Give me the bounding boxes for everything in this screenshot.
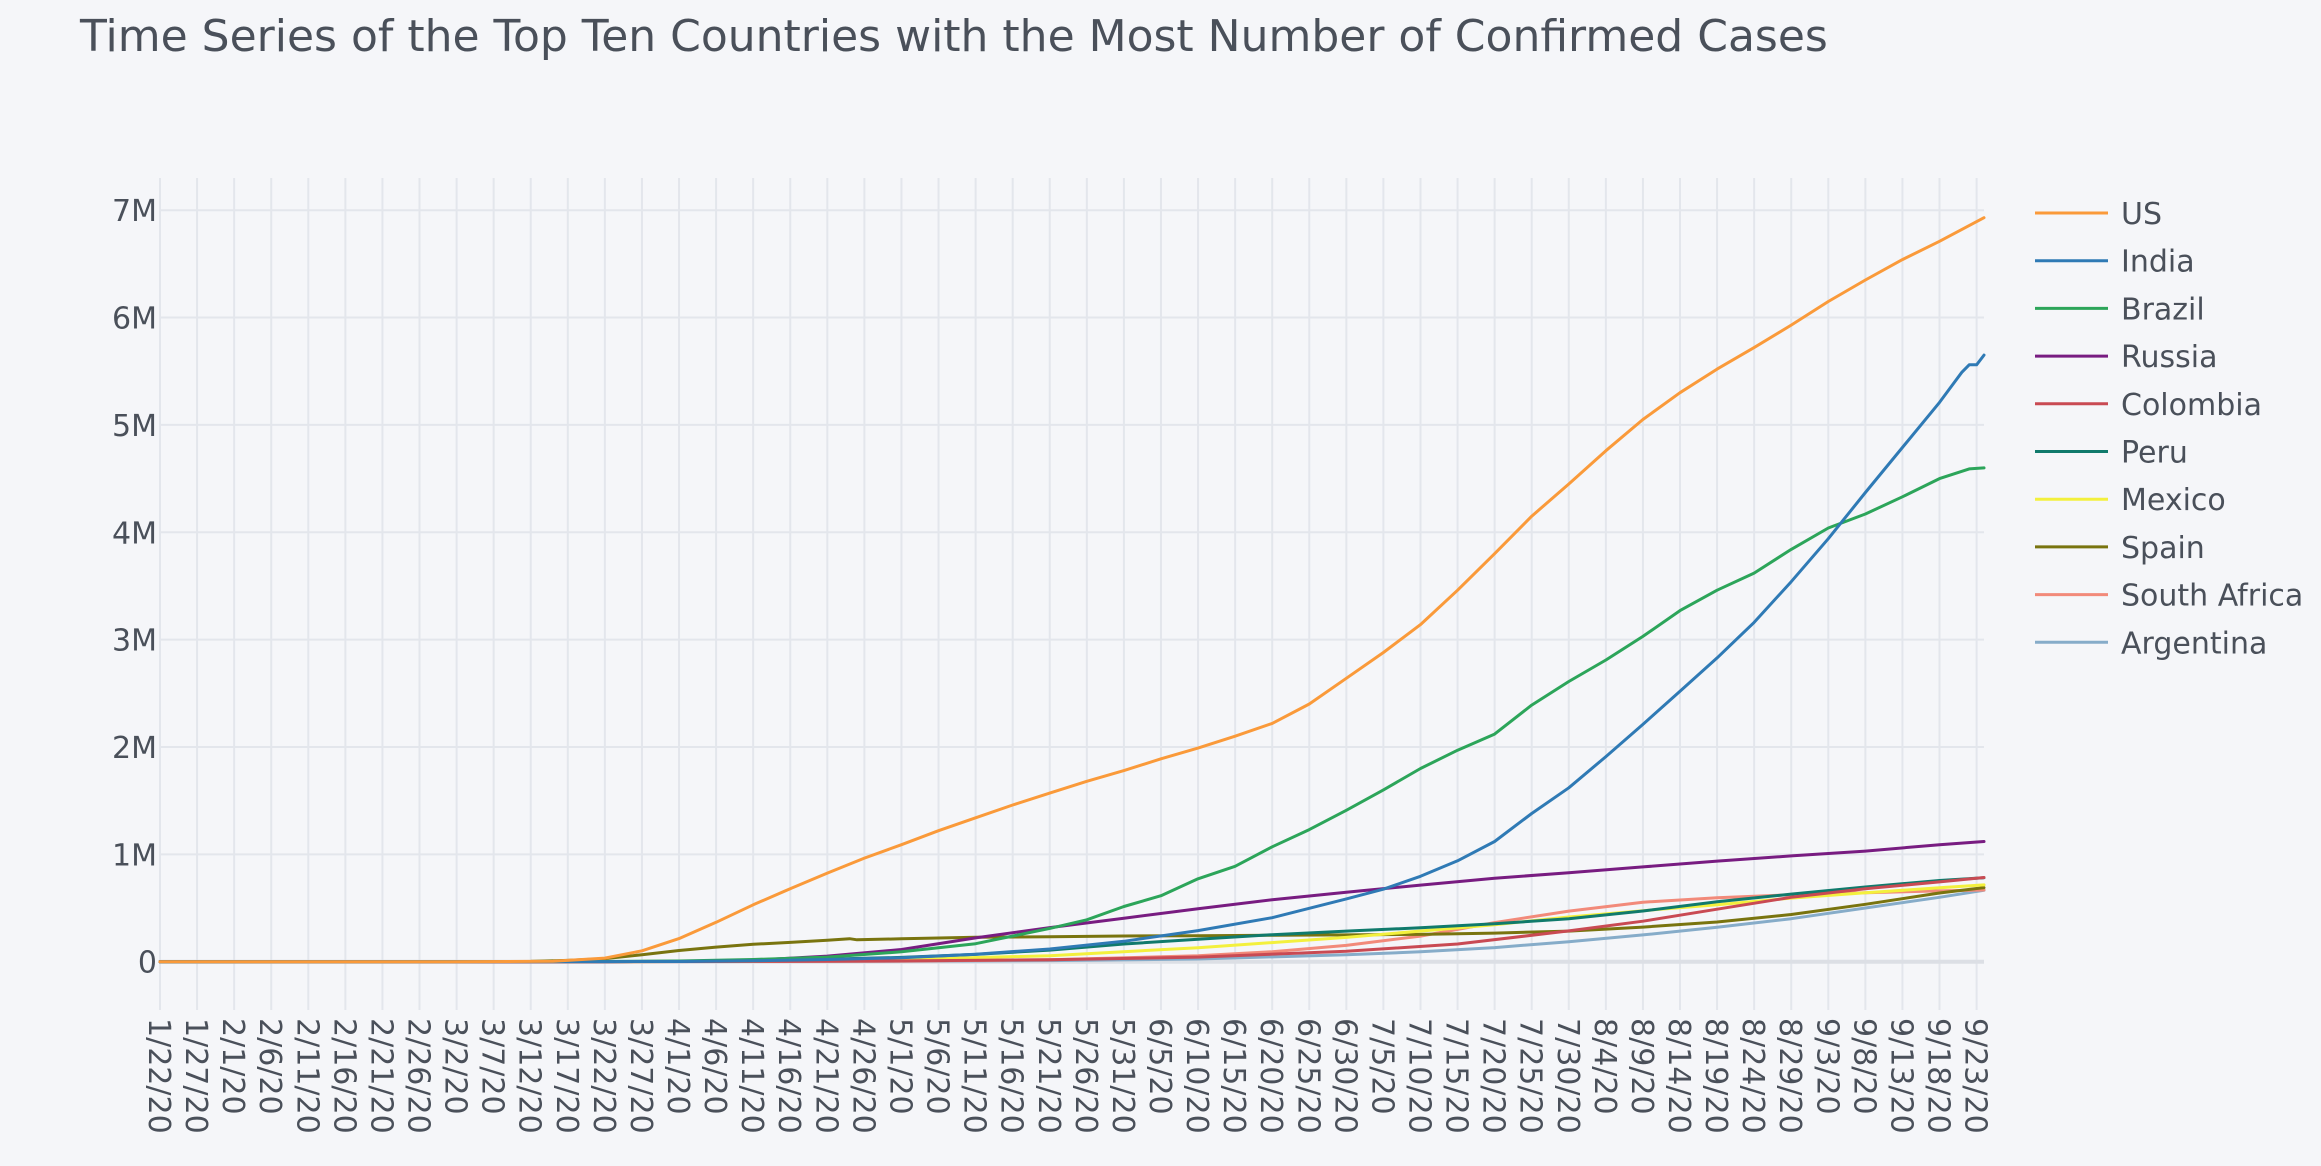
series-line-india xyxy=(158,353,1986,964)
x-tick-label: 4/16/20 xyxy=(771,1018,806,1134)
legend-item-peru[interactable]: Peru xyxy=(2035,436,2188,471)
legend-label: Colombia xyxy=(2121,388,2262,423)
x-tick-label: 6/30/20 xyxy=(1327,1018,1362,1134)
x-tick-label: 5/26/20 xyxy=(1068,1018,1103,1134)
x-tick-label: 7/25/20 xyxy=(1513,1018,1548,1134)
x-tick-label: 9/3/20 xyxy=(1809,1018,1844,1115)
x-tick-label: 2/11/20 xyxy=(289,1018,324,1134)
x-tick-label: 3/7/20 xyxy=(475,1018,510,1115)
x-tick-label: 7/30/20 xyxy=(1550,1018,1585,1134)
x-tick-label: 2/16/20 xyxy=(326,1018,361,1134)
legend-item-colombia[interactable]: Colombia xyxy=(2035,388,2262,423)
x-tick-label: 9/13/20 xyxy=(1883,1018,1918,1134)
x-tick-label: 7/15/20 xyxy=(1439,1018,1474,1134)
x-tick-label: 4/26/20 xyxy=(845,1018,880,1134)
y-tick-label: 0 xyxy=(138,946,157,981)
x-tick-label: 7/20/20 xyxy=(1476,1018,1511,1134)
x-tick-label: 7/5/20 xyxy=(1364,1018,1399,1115)
legend-label: Peru xyxy=(2121,436,2188,471)
y-tick-label: 1M xyxy=(112,838,157,873)
legend-item-argentina[interactable]: Argentina xyxy=(2035,626,2267,661)
legend-item-us[interactable]: US xyxy=(2035,197,2162,232)
series-line-peru xyxy=(158,876,1986,964)
legend-item-south-africa[interactable]: South Africa xyxy=(2035,579,2303,614)
x-tick-label: 9/8/20 xyxy=(1846,1018,1881,1115)
legend-item-brazil[interactable]: Brazil xyxy=(2035,292,2205,327)
x-tick-label: 5/21/20 xyxy=(1031,1018,1066,1134)
x-tick-label: 4/21/20 xyxy=(808,1018,843,1134)
x-tick-label: 8/19/20 xyxy=(1698,1018,1733,1134)
x-tick-label: 1/22/20 xyxy=(141,1018,176,1134)
x-axis-ticks: 1/22/20 1/27/20 2/1/20 2/6/20 2/11/20 2/16/20… xyxy=(141,1018,1993,1134)
x-gridlines xyxy=(159,178,1978,1010)
legend[interactable]: US India Brazil Russia Colombia Peru Mexico Spa… xyxy=(2035,197,2303,661)
x-tick-label: 6/25/20 xyxy=(1290,1018,1325,1134)
x-tick-label: 2/21/20 xyxy=(363,1018,398,1134)
legend-label: Spain xyxy=(2121,531,2205,566)
x-tick-label: 5/11/20 xyxy=(957,1018,992,1134)
x-tick-label: 4/1/20 xyxy=(660,1018,695,1115)
y-tick-label: 6M xyxy=(112,302,157,337)
x-tick-label: 8/4/20 xyxy=(1587,1018,1622,1115)
x-tick-label: 6/5/20 xyxy=(1142,1018,1177,1115)
y-gridlines xyxy=(160,209,1984,964)
x-tick-label: 9/18/20 xyxy=(1921,1018,1956,1134)
x-tick-label: 3/12/20 xyxy=(512,1018,547,1134)
legend-label: Argentina xyxy=(2121,626,2267,661)
y-tick-label: 5M xyxy=(112,409,157,444)
x-tick-label: 5/1/20 xyxy=(882,1018,917,1115)
chart-title: Time Series of the Top Ten Countries wit… xyxy=(79,11,1828,62)
legend-label: Brazil xyxy=(2121,292,2205,327)
y-tick-label: 2M xyxy=(112,731,157,766)
x-tick-label: 1/27/20 xyxy=(178,1018,213,1134)
legend-label: Russia xyxy=(2121,340,2218,375)
x-tick-label: 5/6/20 xyxy=(920,1018,955,1115)
x-tick-label: 3/27/20 xyxy=(623,1018,658,1134)
y-tick-label: 3M xyxy=(112,624,157,659)
x-tick-label: 3/22/20 xyxy=(586,1018,621,1134)
x-tick-label: 3/17/20 xyxy=(549,1018,584,1134)
y-tick-label: 7M xyxy=(112,194,157,229)
legend-label: South Africa xyxy=(2121,579,2303,614)
legend-item-india[interactable]: India xyxy=(2035,245,2195,280)
legend-label: Mexico xyxy=(2121,483,2226,518)
x-tick-label: 4/11/20 xyxy=(734,1018,769,1134)
legend-item-spain[interactable]: Spain xyxy=(2035,531,2205,566)
series-line-us xyxy=(158,216,1986,964)
x-tick-label: 8/29/20 xyxy=(1772,1018,1807,1134)
x-tick-label: 5/16/20 xyxy=(994,1018,1029,1134)
x-tick-label: 4/6/20 xyxy=(697,1018,732,1115)
y-axis-ticks: 0 1M 2M 3M 4M 5M 6M 7M xyxy=(112,194,157,980)
x-tick-label: 6/20/20 xyxy=(1253,1018,1288,1134)
y-tick-label: 4M xyxy=(112,516,157,551)
legend-label: India xyxy=(2121,245,2195,280)
x-tick-label: 7/10/20 xyxy=(1401,1018,1436,1134)
legend-label: US xyxy=(2121,197,2162,232)
x-tick-label: 8/24/20 xyxy=(1735,1018,1770,1134)
x-tick-label: 9/23/20 xyxy=(1958,1018,1993,1134)
series-line-brazil xyxy=(158,466,1986,964)
legend-item-russia[interactable]: Russia xyxy=(2035,340,2218,375)
legend-item-mexico[interactable]: Mexico xyxy=(2035,483,2226,518)
x-tick-label: 2/26/20 xyxy=(401,1018,436,1134)
x-tick-label: 6/15/20 xyxy=(1216,1018,1251,1134)
x-tick-label: 3/2/20 xyxy=(438,1018,473,1115)
x-tick-label: 8/14/20 xyxy=(1661,1018,1696,1134)
x-tick-label: 6/10/20 xyxy=(1179,1018,1214,1134)
x-tick-label: 2/1/20 xyxy=(215,1018,250,1115)
x-tick-label: 2/6/20 xyxy=(252,1018,287,1115)
series-lines xyxy=(158,216,1986,964)
x-tick-label: 8/9/20 xyxy=(1624,1018,1659,1115)
x-tick-label: 5/31/20 xyxy=(1105,1018,1140,1134)
